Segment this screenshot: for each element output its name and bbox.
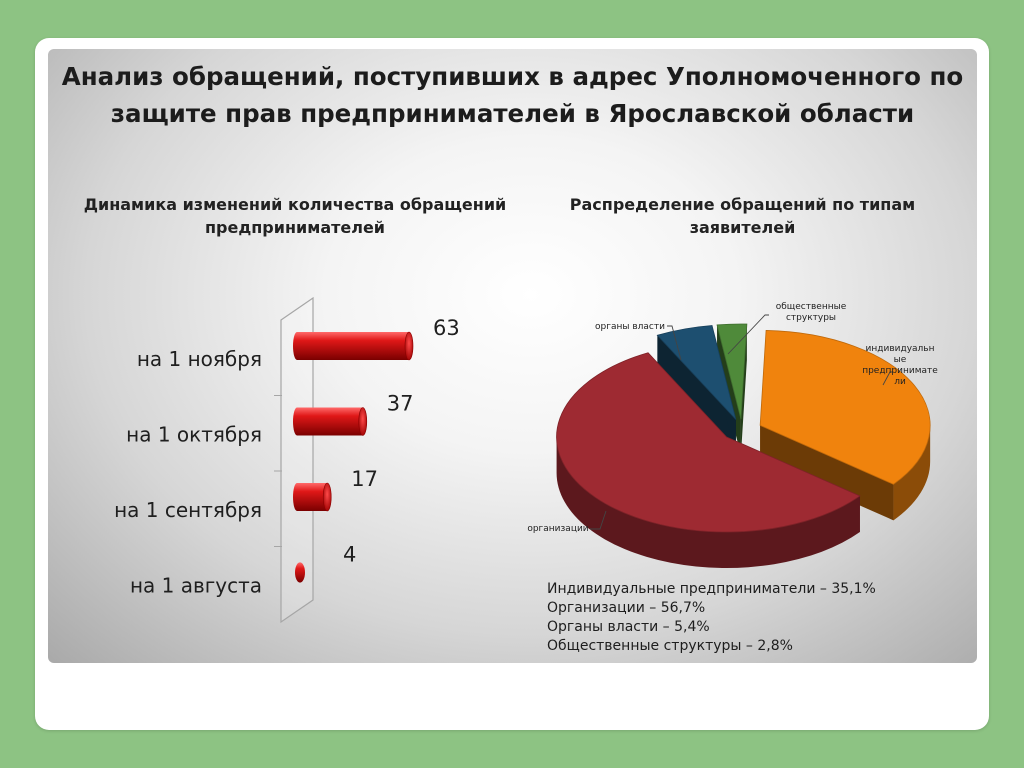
summary-list: Индивидуальные предприниматели – 35,1% О…	[547, 580, 947, 656]
bar-3	[293, 482, 332, 512]
slice-label-1: предпринимате	[862, 366, 938, 376]
bar-cap	[404, 331, 414, 361]
category-label-4: на 1 августа	[130, 574, 262, 598]
leader-line	[590, 510, 607, 530]
slice-top	[716, 323, 748, 420]
summary-line-public: Общественные структуры – 2,8%	[547, 638, 793, 654]
slice-top	[556, 352, 861, 533]
slice-label-3: органы власти	[595, 322, 665, 332]
data-label-3: 17	[351, 467, 378, 491]
bar-chart: на 1 ноября 63 на 1 октября 37 на 1 сентября…	[114, 296, 460, 624]
slice-top	[656, 325, 737, 420]
bar-body	[295, 562, 305, 583]
leader-line	[727, 314, 769, 355]
leader-line	[882, 371, 893, 386]
summary-line-organizations: Организации – 56,7%	[547, 600, 706, 616]
data-label-2: 37	[387, 392, 414, 416]
slice-wall	[740, 324, 747, 456]
category-label-2: на 1 октября	[126, 423, 262, 447]
category-label-3: на 1 сентября	[114, 498, 262, 522]
pie-slice-2	[556, 352, 861, 569]
slice-label-1: индивидуальн	[866, 344, 935, 354]
bar-1	[293, 331, 414, 361]
summary-line-authorities: Органы власти – 5,4%	[547, 619, 710, 635]
category-label-1: на 1 ноября	[137, 347, 262, 371]
slice-wall	[760, 425, 894, 521]
summary-line-individual: Индивидуальные предприниматели – 35,1%	[547, 581, 876, 597]
slice-label-1: ые	[894, 355, 907, 365]
leader-line	[667, 325, 682, 361]
bar-4	[295, 562, 305, 583]
slice-label-2: организации	[527, 524, 588, 534]
bar-cap	[322, 482, 332, 512]
bar-2	[293, 407, 368, 436]
slice-rim	[556, 437, 860, 569]
slice-label-4: структуры	[786, 313, 836, 323]
data-label-4: 4	[343, 543, 356, 567]
slice-top	[759, 330, 931, 485]
slice-label-4: общественные	[776, 302, 847, 312]
bar-body	[293, 407, 367, 436]
pie-slice-1	[759, 330, 931, 521]
axis-wall	[280, 296, 314, 624]
slide-title: Анализ обращений, поступивших в адрес Уп…	[61, 62, 964, 128]
slice-label-1: ли	[894, 377, 906, 387]
bar-chart-title: Динамика изменений количества обращений …	[83, 195, 507, 237]
pie-chart-title: Распределение обращений по типам заявите…	[569, 195, 916, 237]
bar-body	[293, 483, 332, 511]
data-label-1: 63	[433, 316, 460, 340]
slice-rim	[893, 425, 931, 521]
bar-body	[293, 332, 413, 360]
bar-cap	[358, 407, 368, 436]
